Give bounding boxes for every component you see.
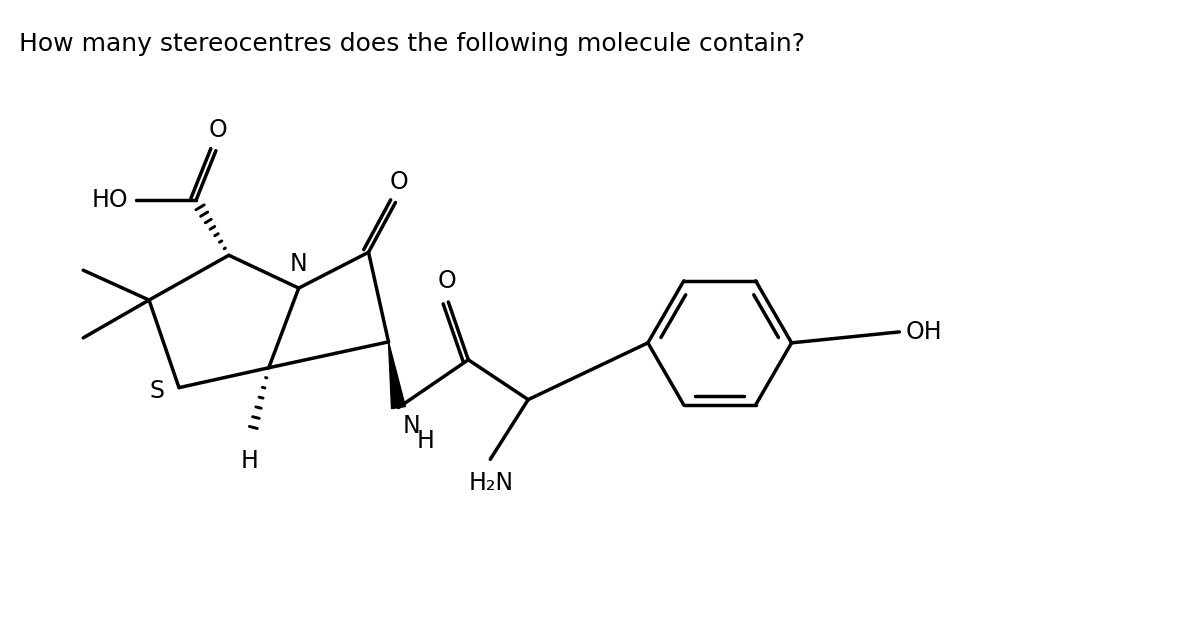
Text: O: O (209, 118, 227, 142)
Text: O: O (390, 169, 409, 194)
Text: HO: HO (91, 189, 128, 212)
Text: H: H (416, 429, 434, 454)
Text: S: S (149, 379, 164, 402)
Text: How many stereocentres does the following molecule contain?: How many stereocentres does the followin… (19, 32, 805, 56)
Text: O: O (438, 269, 457, 293)
Text: N: N (402, 414, 420, 437)
Text: N: N (290, 252, 307, 276)
Text: H₂N: H₂N (469, 471, 514, 495)
Text: OH: OH (905, 320, 942, 344)
Polygon shape (389, 342, 406, 409)
Text: H: H (241, 449, 259, 473)
